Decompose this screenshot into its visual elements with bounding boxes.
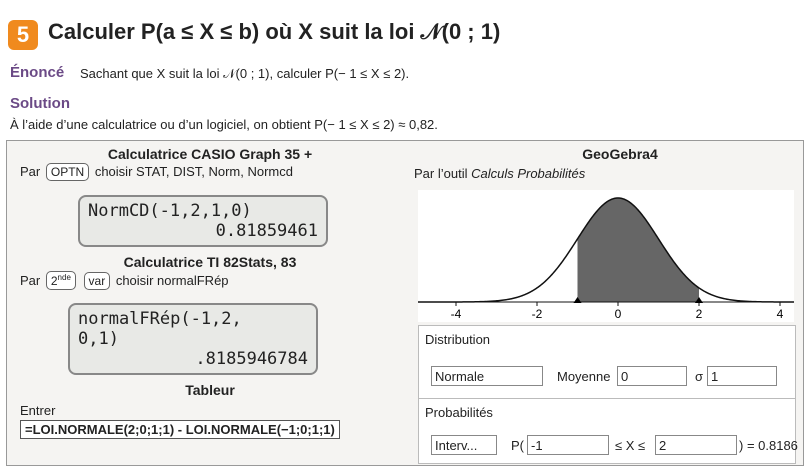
casio-title: Calculatrice CASIO Graph 35 + bbox=[60, 146, 360, 162]
tick-label: -4 bbox=[451, 307, 462, 321]
probabilites-panel: Probabilités Interv... P( -1 ≤ X ≤ 2 ) =… bbox=[418, 398, 796, 464]
casio-screen: NormCD(-1,2,1,0) 0.81859461 bbox=[78, 195, 328, 247]
geogebra-title: GeoGebra4 bbox=[520, 146, 720, 162]
mean-label: Moyenne bbox=[557, 369, 610, 384]
tick-label: 4 bbox=[777, 307, 784, 321]
distribution-panel: Distribution Normale Moyenne 0 σ 1 bbox=[418, 325, 796, 399]
between: ≤ X ≤ bbox=[615, 438, 645, 453]
tick-label: -2 bbox=[532, 307, 543, 321]
ti-line: Par 2nde var choisir normalFRép bbox=[20, 271, 229, 290]
enonce-label: Énoncé bbox=[10, 64, 64, 81]
instruction: choisir STAT, DIST, Norm, Normcd bbox=[95, 164, 293, 179]
screen-line: 0.81859461 bbox=[88, 221, 318, 241]
par: Par bbox=[20, 164, 40, 179]
key-sup: nde bbox=[58, 273, 71, 282]
screen-line: 0,1) bbox=[78, 329, 308, 349]
p-open: P( bbox=[511, 438, 524, 453]
screen-line: normalFRép(-1,2, bbox=[78, 309, 308, 329]
tick-label: 0 bbox=[615, 307, 622, 321]
density-graph: -4 -2 0 2 4 bbox=[418, 190, 794, 322]
formula: =LOI.NORMALE(2;0;1;1) - LOI.NORMALE(−1;0… bbox=[20, 420, 340, 439]
screen-line: .8185946784 bbox=[78, 349, 308, 369]
exercise-number: 5 bbox=[8, 20, 38, 50]
panel-label: Distribution bbox=[425, 332, 490, 347]
lower-input: -1 bbox=[527, 435, 609, 455]
exercise-title: Calculer P(a ≤ X ≤ b) où X suit la loi 𝒩… bbox=[48, 19, 500, 45]
par: Par bbox=[20, 273, 40, 288]
solution-text: À l’aide d’une calculatrice ou d’un logi… bbox=[10, 117, 438, 132]
ti-screen: normalFRép(-1,2, 0,1) .8185946784 bbox=[68, 303, 318, 375]
geogebra-intro: Par l’outil Calculs Probabilités bbox=[414, 166, 585, 181]
intro: Par l’outil bbox=[414, 166, 467, 181]
key: OPTN bbox=[46, 163, 89, 181]
mean-input: 0 bbox=[617, 366, 687, 386]
screen-line: NormCD(-1,2,1,0) bbox=[88, 201, 318, 221]
result: ) = 0.8186 bbox=[739, 438, 798, 453]
tableur-label: Entrer bbox=[20, 403, 55, 418]
upper-input: 2 bbox=[655, 435, 737, 455]
sigma-label: σ bbox=[695, 369, 703, 384]
casio-line: Par OPTN choisir STAT, DIST, Norm, Normc… bbox=[20, 163, 293, 181]
key-base: 2 bbox=[51, 274, 58, 288]
instruction: choisir normalFRép bbox=[116, 273, 229, 288]
tool: Calculs Probabilités bbox=[471, 166, 585, 181]
tableur-title: Tableur bbox=[60, 382, 360, 398]
sigma-input: 1 bbox=[707, 366, 777, 386]
enonce-text: Sachant que X suit la loi 𝒩(0 ; 1), calc… bbox=[80, 66, 409, 82]
select: Interv... bbox=[431, 435, 497, 455]
tick-label: 2 bbox=[696, 307, 703, 321]
solution-label: Solution bbox=[10, 95, 70, 112]
ti-title: Calculatrice TI 82Stats, 83 bbox=[60, 254, 360, 270]
select: Normale bbox=[431, 366, 543, 386]
page: 5 Calculer P(a ≤ X ≤ b) où X suit la loi… bbox=[0, 0, 806, 468]
panel-label: Probabilités bbox=[425, 405, 493, 420]
key: var bbox=[84, 272, 111, 290]
key: 2nde bbox=[46, 271, 76, 290]
